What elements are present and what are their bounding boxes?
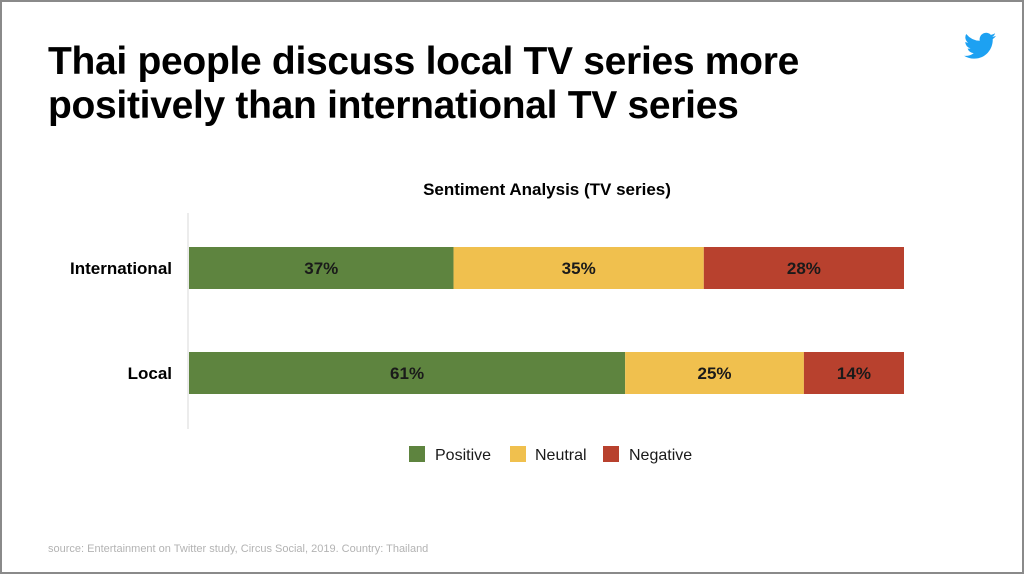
category-label-local: Local xyxy=(128,364,172,383)
bar-local-neutral xyxy=(625,352,804,394)
data-label-local-neutral: 25% xyxy=(698,364,732,383)
category-label-international: International xyxy=(70,259,172,278)
legend-label-positive: Positive xyxy=(435,447,491,464)
data-label-international-negative: 28% xyxy=(787,259,821,278)
twitter-bird-icon xyxy=(964,32,996,59)
legend-swatch-neutral xyxy=(510,446,526,462)
data-label-local-negative: 14% xyxy=(837,364,871,383)
legend-label-neutral: Neutral xyxy=(535,447,587,464)
bar-international-negative xyxy=(703,247,904,289)
bar-local-negative xyxy=(803,352,904,394)
twitter-bird-shape xyxy=(964,32,996,59)
legend-swatch-negative xyxy=(603,446,619,462)
bar-international-neutral xyxy=(453,247,704,289)
data-label-local-positive: 61% xyxy=(390,364,424,383)
slide-title: Thai people discuss local TV series more… xyxy=(48,40,799,127)
data-label-international-neutral: 35% xyxy=(562,259,596,278)
legend-swatch-positive xyxy=(409,446,425,462)
data-label-international-positive: 37% xyxy=(304,259,338,278)
chart-title: Sentiment Analysis (TV series) xyxy=(423,180,671,199)
legend-label-negative: Negative xyxy=(629,447,692,464)
bar-local-positive xyxy=(189,352,626,394)
source-note: source: Entertainment on Twitter study, … xyxy=(48,543,429,555)
bar-international-positive xyxy=(189,247,454,289)
